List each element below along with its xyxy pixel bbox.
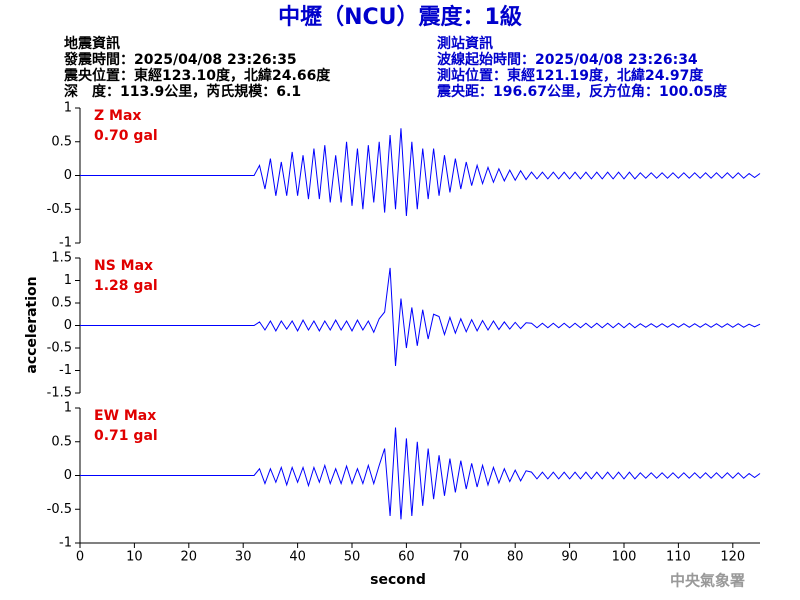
annotation: Z Max	[94, 108, 141, 124]
chart-title: 中壢（NCU）震度：1級	[278, 4, 522, 30]
x-tick-label: 120	[720, 550, 745, 565]
x-axis-label: second	[370, 572, 426, 588]
x-tick-label: 90	[561, 550, 578, 565]
annotation: 0.71 gal	[94, 428, 158, 444]
y-axis-label: acceleration	[24, 276, 40, 373]
y-tick-label: 1	[64, 101, 72, 116]
y-tick-label: 0.5	[51, 134, 72, 149]
x-tick-label: 110	[666, 550, 691, 565]
x-tick-label: 70	[453, 550, 470, 565]
x-tick-label: 0	[76, 550, 84, 565]
y-tick-label: -1	[59, 236, 72, 251]
y-tick-label: -0.5	[47, 502, 72, 517]
info-line: 測站資訊	[437, 35, 493, 52]
y-tick-label: 1	[64, 273, 72, 288]
info-line: 地震資訊	[64, 35, 120, 52]
y-tick-label: -1.5	[47, 386, 72, 401]
waveform	[80, 267, 761, 367]
x-tick-label: 40	[289, 550, 306, 565]
x-tick-label: 50	[344, 550, 361, 565]
annotation: NS Max	[94, 258, 153, 274]
info-line: 發震時間：2025/04/08 23:26:35	[63, 51, 297, 68]
waveform	[80, 427, 761, 520]
x-tick-label: 80	[507, 550, 524, 565]
x-tick-label: 100	[612, 550, 637, 565]
annotation: EW Max	[94, 408, 156, 424]
info-line: 測站位置：東經121.19度，北緯24.97度	[437, 67, 704, 84]
x-tick-label: 30	[235, 550, 252, 565]
info-line: 震央位置：東經123.10度，北緯24.66度	[63, 67, 331, 84]
y-tick-label: -0.5	[47, 202, 72, 217]
info-line: 深 度：113.9公里，芮氏規模：6.1	[64, 83, 301, 100]
x-tick-label: 20	[181, 550, 198, 565]
y-tick-label: -1	[59, 363, 72, 378]
y-tick-label: 1	[64, 401, 72, 416]
y-tick-label: 0.5	[51, 296, 72, 311]
info-line: 震央距：196.67公里，反方位角：100.05度	[436, 83, 728, 100]
annotation: 0.70 gal	[94, 128, 158, 144]
x-tick-label: 10	[126, 550, 143, 565]
x-tick-label: 60	[398, 550, 415, 565]
footer: 中央氣象署	[670, 572, 745, 590]
waveform	[80, 128, 761, 217]
y-tick-label: -0.5	[47, 341, 72, 356]
y-tick-label: 0.5	[51, 434, 72, 449]
y-tick-label: 0	[64, 468, 72, 483]
y-tick-label: 0	[64, 168, 72, 183]
y-tick-label: 1.5	[51, 251, 72, 266]
y-tick-label: 0	[64, 318, 72, 333]
annotation: 1.28 gal	[94, 278, 158, 294]
y-tick-label: -1	[59, 536, 72, 551]
info-line: 波線起始時間：2025/04/08 23:26:34	[437, 51, 698, 68]
